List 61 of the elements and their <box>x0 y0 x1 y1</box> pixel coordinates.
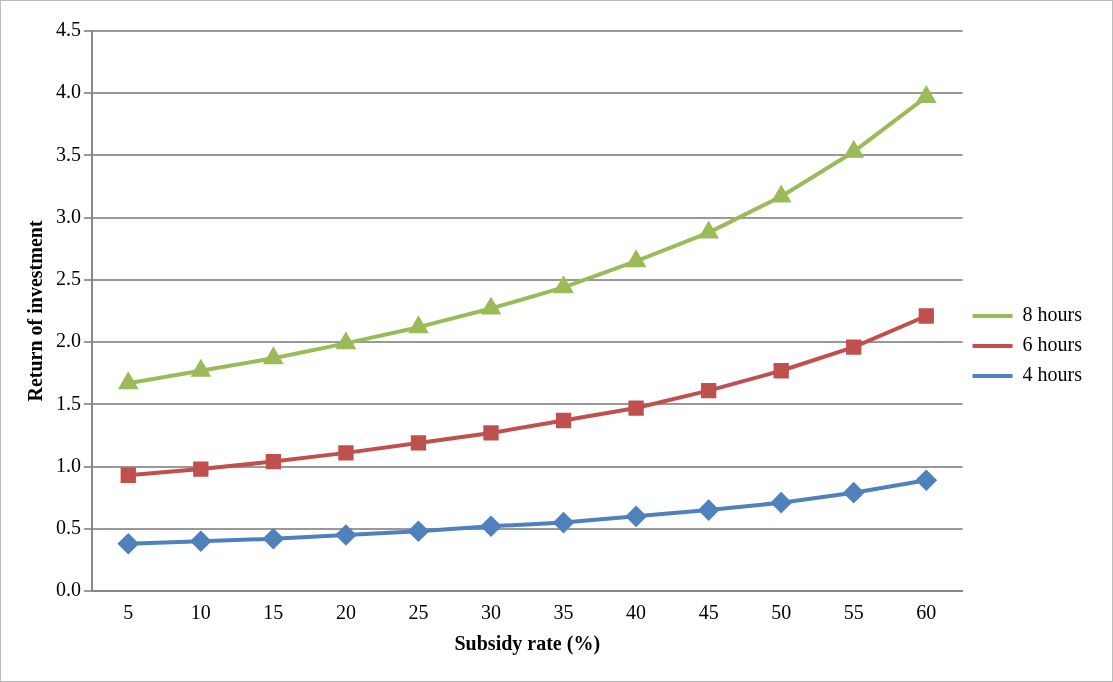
point <box>410 435 427 451</box>
point <box>771 492 792 513</box>
point <box>846 339 862 355</box>
point <box>700 382 717 399</box>
point <box>626 506 647 527</box>
point <box>918 308 934 324</box>
y-tick-label: 4.0 <box>56 80 81 103</box>
y-tick-label: 0.0 <box>56 578 81 601</box>
point <box>916 470 937 491</box>
x-tick-label: 25 <box>408 601 429 624</box>
point <box>336 333 355 350</box>
x-tick-label: 50 <box>771 601 792 624</box>
y-tick-label: 2.0 <box>56 329 81 352</box>
x-tick-label: 35 <box>553 601 574 624</box>
point <box>193 461 209 477</box>
point <box>773 363 789 379</box>
point <box>844 139 864 158</box>
point <box>483 425 499 441</box>
x-tick-label: 60 <box>916 601 937 624</box>
point <box>628 400 644 416</box>
point <box>917 86 936 103</box>
point <box>335 525 356 545</box>
x-tick-label: 30 <box>481 601 502 624</box>
point <box>554 277 573 294</box>
point <box>190 531 211 552</box>
point <box>265 453 282 470</box>
point <box>843 482 864 503</box>
x-tick-label: 45 <box>698 601 719 624</box>
point <box>338 445 354 461</box>
y-tick-label: 0.5 <box>56 516 81 539</box>
point <box>627 251 646 268</box>
x-tick-label: 55 <box>843 601 864 624</box>
y-tick-label: 1.5 <box>56 391 81 414</box>
x-tick-label: 20 <box>335 601 356 624</box>
point <box>555 412 572 429</box>
y-axis-title: Return of investment <box>24 220 47 402</box>
point <box>264 348 283 365</box>
point <box>408 521 429 542</box>
y-tick-label: 3.0 <box>56 204 81 227</box>
legend-label: 6 hours <box>1022 333 1083 356</box>
point <box>409 317 428 334</box>
y-tick-label: 4.5 <box>56 18 81 41</box>
point <box>772 184 792 203</box>
x-tick-label: 5 <box>123 601 134 624</box>
point <box>481 516 502 537</box>
x-tick-label: 40 <box>626 601 647 624</box>
point <box>553 512 574 533</box>
point <box>118 533 139 554</box>
legend-label: 8 hours <box>1022 303 1083 326</box>
y-tick-label: 3.5 <box>56 142 81 165</box>
y-tick-label: 1.0 <box>56 453 81 476</box>
x-tick-label: 15 <box>263 601 284 624</box>
point <box>120 467 136 483</box>
x-tick-label: 10 <box>190 601 211 624</box>
y-tick-label: 2.5 <box>56 267 81 290</box>
point <box>119 373 138 390</box>
point <box>698 500 719 521</box>
point <box>263 528 284 549</box>
legend-label: 4 hours <box>1022 363 1083 386</box>
point <box>698 220 719 239</box>
x-axis-title: Subsidy rate (%) <box>454 632 601 656</box>
